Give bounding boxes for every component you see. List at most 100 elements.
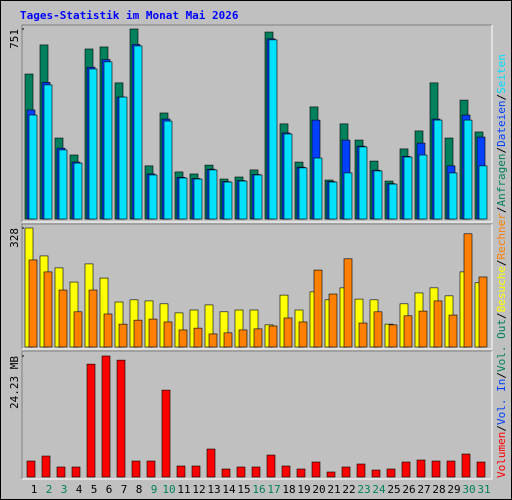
bar xyxy=(148,318,158,348)
bar xyxy=(416,459,426,478)
bar xyxy=(73,311,83,348)
legend: Volumen/Vol. In/Vol. Out/Besuche/Rechner… xyxy=(495,54,508,478)
x-tick-label: 4 xyxy=(76,483,83,496)
x-tick-label: 29 xyxy=(447,483,460,496)
panel-border xyxy=(21,350,492,479)
bar xyxy=(193,178,203,220)
bar xyxy=(268,39,278,220)
bar xyxy=(401,461,411,478)
panel-border xyxy=(22,224,493,350)
panel-border xyxy=(21,223,492,349)
x-tick-label: 25 xyxy=(387,483,400,496)
x-tick-label: 21 xyxy=(327,483,340,496)
bar xyxy=(253,328,263,348)
bar xyxy=(118,96,128,220)
bar xyxy=(463,119,473,220)
bar xyxy=(118,323,128,348)
bar xyxy=(461,453,471,478)
x-tick-label: 26 xyxy=(402,483,415,496)
bar xyxy=(298,167,308,220)
bar xyxy=(371,469,381,478)
x-tick-label: 23 xyxy=(357,483,370,496)
legend-separator: / xyxy=(495,206,508,213)
x-tick-label: 10 xyxy=(162,483,175,496)
x-tick-label: 16 xyxy=(252,483,265,496)
legend-separator: / xyxy=(495,94,508,101)
x-tick-label: 27 xyxy=(417,483,430,496)
bar xyxy=(373,170,383,220)
bar xyxy=(73,162,83,220)
bar xyxy=(28,259,38,348)
legend-entry: Vol. Out xyxy=(495,319,508,372)
bar xyxy=(433,300,443,348)
bar xyxy=(58,149,68,220)
bar xyxy=(403,156,413,220)
bar xyxy=(176,465,186,478)
bar xyxy=(388,183,398,220)
x-tick-label: 17 xyxy=(267,483,280,496)
legend-entry: Rechner xyxy=(495,213,508,260)
panel-border xyxy=(22,351,493,480)
bar xyxy=(431,460,441,478)
x-tick-label: 28 xyxy=(432,483,445,496)
x-tick-label: 14 xyxy=(222,483,236,496)
legend-entry: Anfragen xyxy=(495,153,508,206)
bar xyxy=(251,466,261,478)
bar xyxy=(163,321,173,348)
bar xyxy=(208,333,218,348)
bar xyxy=(71,466,81,478)
bar xyxy=(238,329,248,348)
x-tick-label: 15 xyxy=(237,483,250,496)
bar xyxy=(86,363,96,478)
legend-separator: / xyxy=(495,425,508,432)
legend-entry: Volumen xyxy=(495,432,508,478)
bar xyxy=(133,45,143,220)
bar xyxy=(26,460,36,478)
bar xyxy=(388,324,398,348)
y-tick-label: 24.23 MB xyxy=(8,356,21,409)
bar xyxy=(223,332,233,348)
x-tick-label: 20 xyxy=(312,483,325,496)
bar xyxy=(208,169,218,220)
bar xyxy=(146,460,156,478)
bar xyxy=(268,325,278,348)
bar xyxy=(238,180,248,220)
bar xyxy=(178,329,188,348)
bar xyxy=(448,314,458,348)
bar xyxy=(358,322,368,348)
legend-separator: / xyxy=(495,259,508,266)
bar xyxy=(296,468,306,478)
legend-separator: / xyxy=(495,312,508,319)
bar xyxy=(373,311,383,348)
bar xyxy=(221,468,231,478)
bar xyxy=(446,460,456,478)
bar xyxy=(163,120,173,220)
x-tick-label: 18 xyxy=(282,483,295,496)
x-tick-label: 8 xyxy=(136,483,143,496)
bar xyxy=(403,315,413,348)
bar xyxy=(116,359,126,478)
bar xyxy=(476,461,486,478)
legend-separator: / xyxy=(495,147,508,154)
bar xyxy=(343,258,353,348)
bar xyxy=(298,321,308,348)
legend-entry: Seiten xyxy=(495,54,508,94)
x-tick-label: 24 xyxy=(372,483,386,496)
bar xyxy=(343,172,353,220)
bar xyxy=(56,466,66,478)
bar xyxy=(131,460,141,478)
bar xyxy=(103,61,113,220)
bar xyxy=(43,271,53,348)
panel xyxy=(22,351,492,479)
bar xyxy=(341,466,351,478)
bar xyxy=(28,114,38,220)
legend-entry: Dateien xyxy=(495,100,508,146)
x-tick-label: 3 xyxy=(61,483,68,496)
bar xyxy=(101,355,111,478)
panel-border xyxy=(21,24,492,222)
bar xyxy=(328,293,338,348)
bar xyxy=(103,313,113,348)
bar xyxy=(206,448,216,478)
bar xyxy=(418,310,428,348)
